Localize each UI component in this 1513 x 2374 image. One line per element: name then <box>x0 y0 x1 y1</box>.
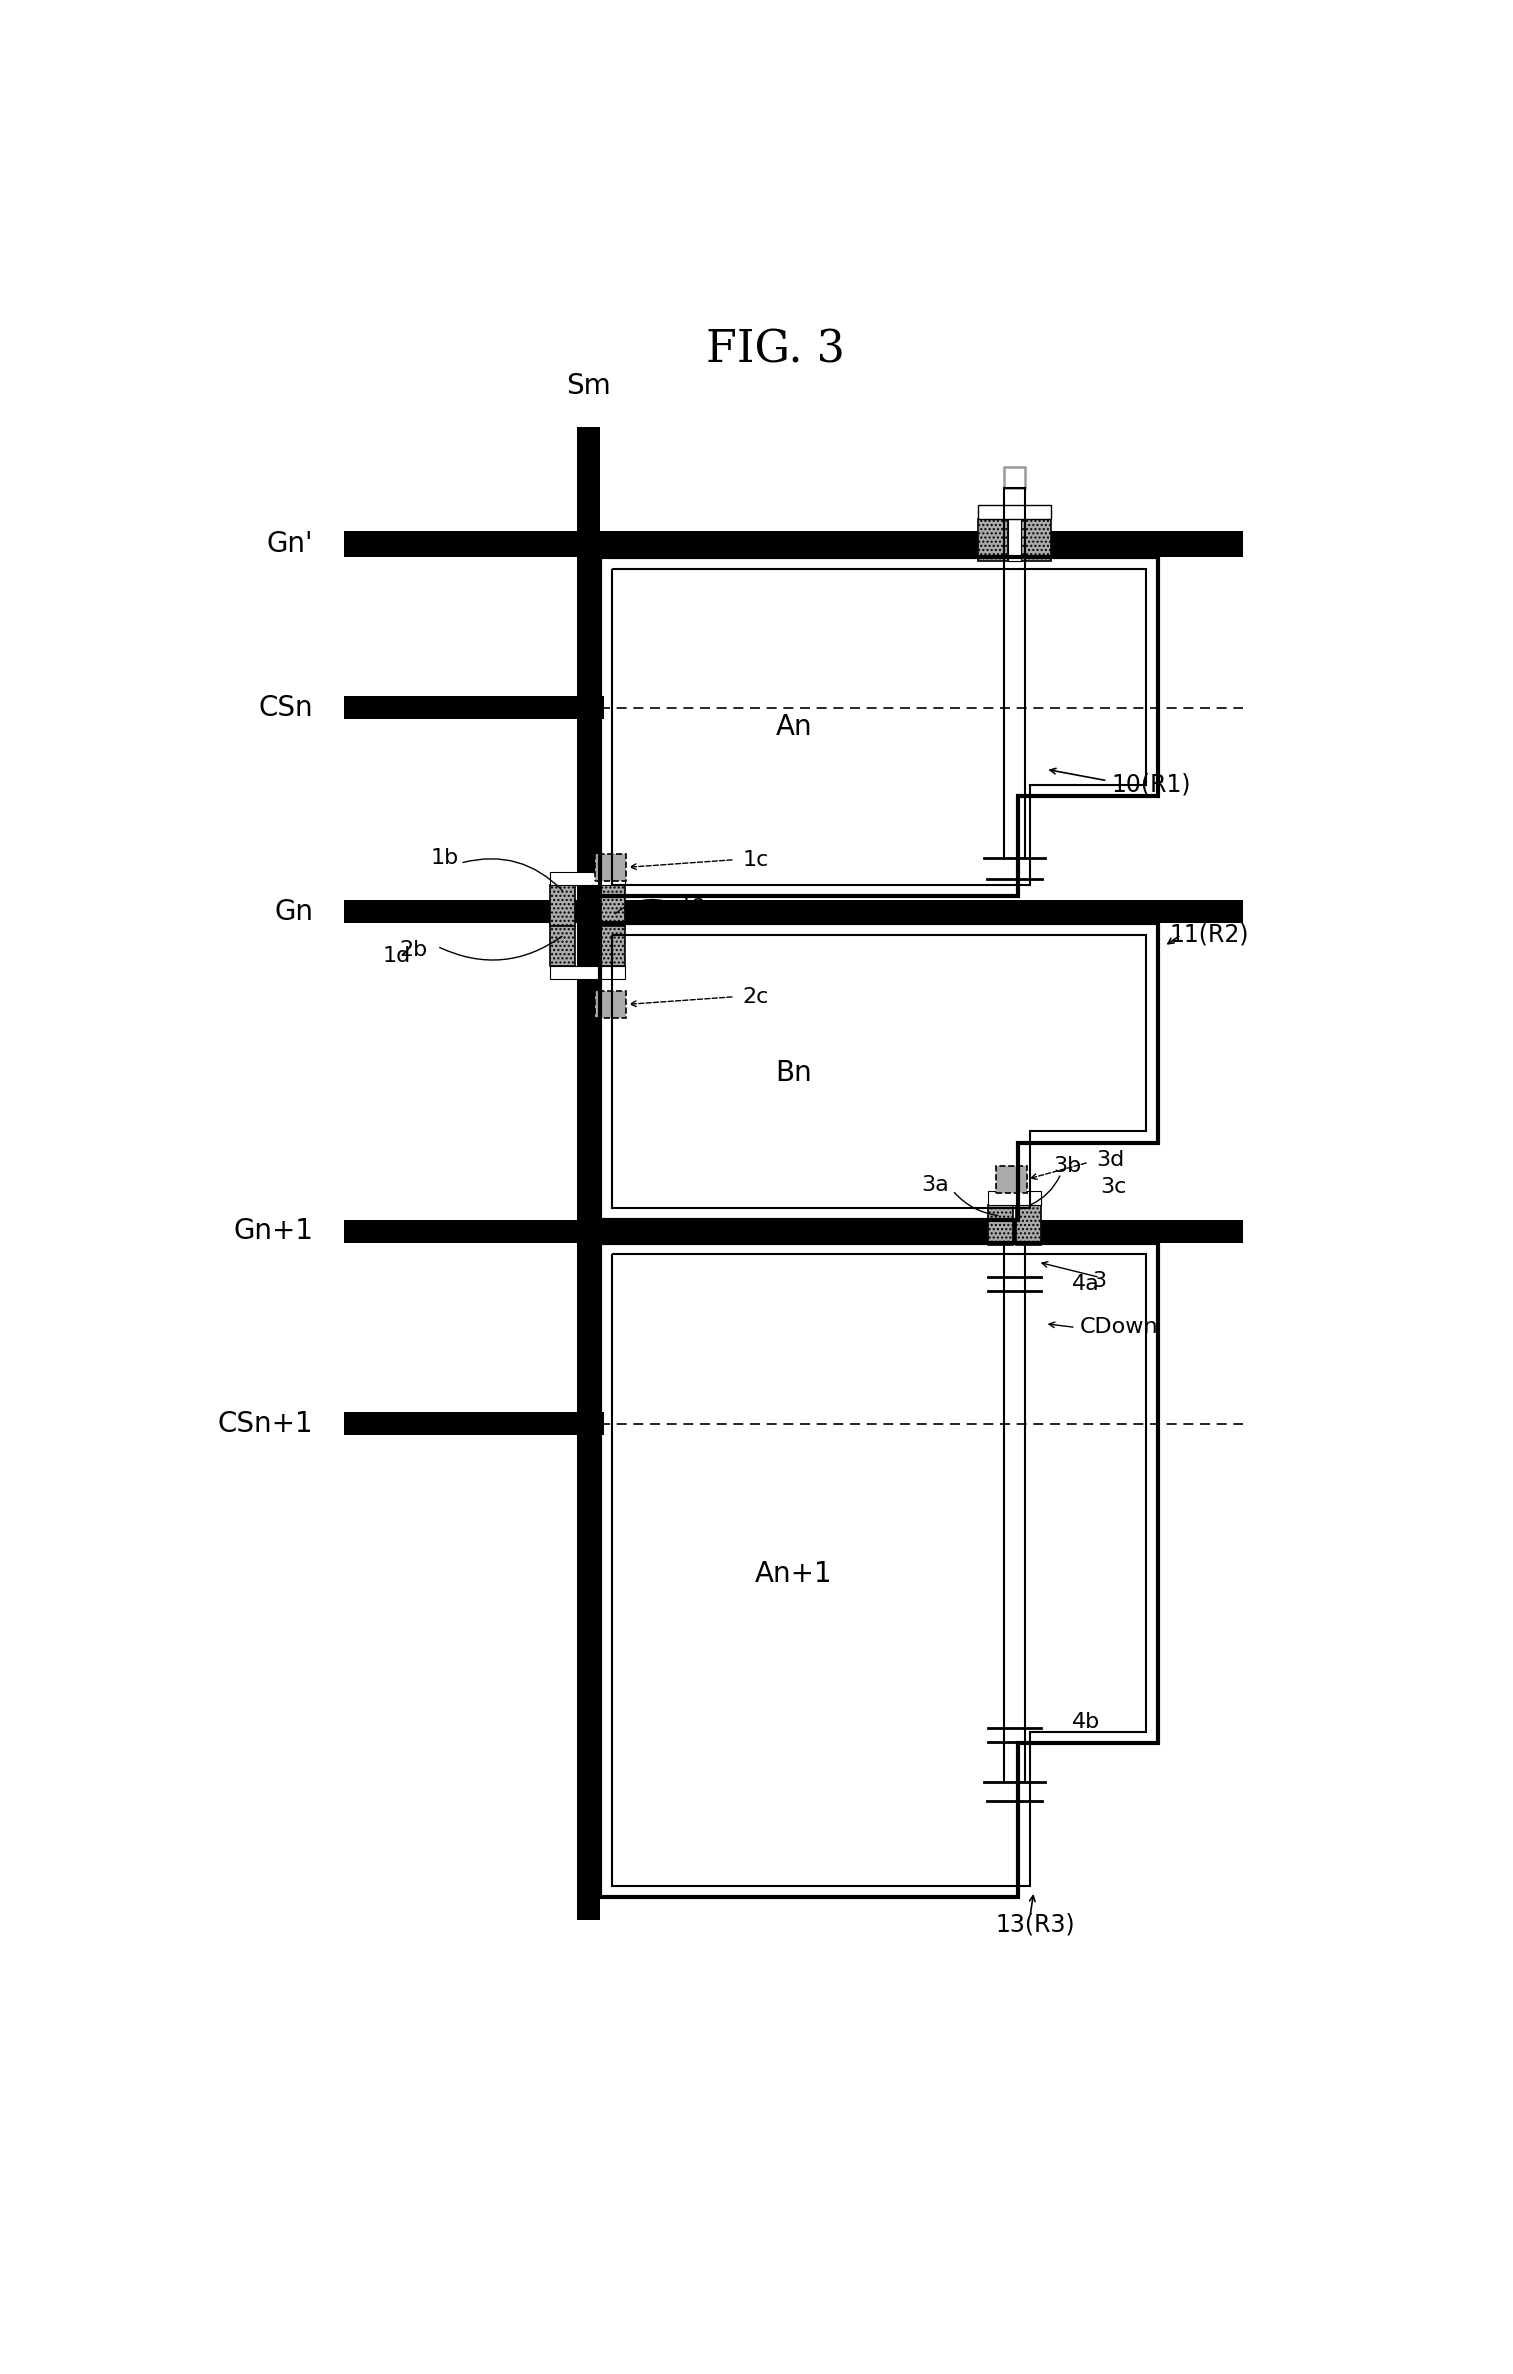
Bar <box>602 926 625 966</box>
Text: CSn+1: CSn+1 <box>218 1410 313 1439</box>
Text: Gn+1: Gn+1 <box>233 1218 313 1246</box>
Bar <box>977 506 1052 520</box>
Text: Sm: Sm <box>566 373 611 399</box>
Text: Bn: Bn <box>775 1059 812 1087</box>
Text: 3a: 3a <box>921 1175 949 1194</box>
Bar <box>343 529 1244 558</box>
Bar <box>551 966 625 980</box>
Bar <box>988 1192 1041 1206</box>
Bar <box>1003 468 1026 489</box>
Text: 11(R2): 11(R2) <box>1170 923 1250 947</box>
Bar <box>602 886 625 926</box>
Bar <box>343 696 604 719</box>
Text: CDown: CDown <box>1080 1318 1159 1337</box>
Text: 1b: 1b <box>431 848 458 869</box>
Bar <box>343 1413 604 1436</box>
Text: 3c: 3c <box>1100 1178 1126 1196</box>
Bar <box>576 427 599 1921</box>
Text: Gn': Gn' <box>266 529 313 558</box>
Text: 4b: 4b <box>1071 1712 1100 1731</box>
Bar <box>551 871 625 886</box>
Text: CSn: CSn <box>259 693 313 722</box>
Text: 1d: 1d <box>383 945 412 966</box>
Text: FIG. 3: FIG. 3 <box>707 328 844 370</box>
Text: 1c: 1c <box>743 850 769 869</box>
Bar <box>977 520 1008 560</box>
Bar <box>551 886 575 926</box>
Text: 1a: 1a <box>679 895 707 914</box>
Bar <box>343 1220 1244 1242</box>
Bar <box>1017 1206 1041 1244</box>
Text: An+1: An+1 <box>755 1560 832 1588</box>
Text: 3d: 3d <box>1097 1149 1124 1170</box>
Text: Gn: Gn <box>274 897 313 926</box>
Text: An: An <box>775 712 812 741</box>
Bar <box>1008 520 1021 560</box>
Text: 10(R1): 10(R1) <box>1112 772 1191 798</box>
Bar <box>1021 520 1052 560</box>
Text: 3b: 3b <box>1053 1156 1082 1175</box>
Bar <box>343 900 1244 923</box>
Text: 4a: 4a <box>1071 1275 1100 1294</box>
Text: 3: 3 <box>1092 1270 1106 1291</box>
Bar <box>551 926 575 966</box>
Bar <box>595 855 626 881</box>
Bar <box>988 1206 1012 1244</box>
Text: 2c: 2c <box>743 988 769 1007</box>
Bar <box>996 1166 1027 1192</box>
Bar <box>595 990 626 1018</box>
Text: 13(R3): 13(R3) <box>996 1911 1074 1937</box>
Text: 2b: 2b <box>399 940 428 959</box>
